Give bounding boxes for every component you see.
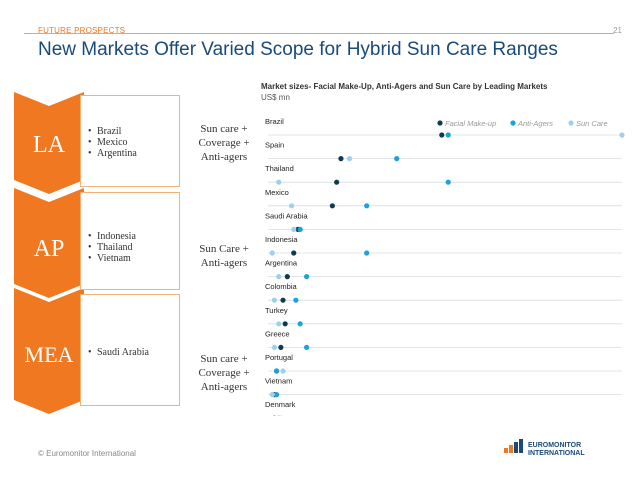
description-line: Anti-agers <box>200 257 248 269</box>
data-point <box>280 368 286 374</box>
data-point <box>334 179 340 185</box>
data-point <box>280 297 286 303</box>
data-point <box>329 203 335 209</box>
chart-title: Market sizes- Facial Make-Up, Anti-Agers… <box>261 82 548 91</box>
data-point <box>278 344 284 350</box>
data-point <box>269 392 275 398</box>
category-label: Denmark <box>265 400 296 409</box>
description-ap: Sun Care + Anti-agers <box>186 242 262 270</box>
legend-marker <box>568 120 574 126</box>
country-item: Thailand <box>88 242 179 253</box>
description-la: Sun care + Coverage + Anti-agers <box>186 122 262 164</box>
region-code-ap: AP <box>33 236 65 262</box>
category-label: Vietnam <box>265 377 292 386</box>
description-line: Anti-agers <box>200 151 248 163</box>
category-label: Indonesia <box>265 235 298 244</box>
euromonitor-logo-icon <box>504 439 523 453</box>
data-point <box>304 274 310 280</box>
data-point <box>276 179 282 185</box>
page-number: 21 <box>613 26 622 35</box>
legend-marker <box>510 120 516 126</box>
description-line: Sun Care + <box>199 243 249 255</box>
description-line: Coverage + <box>198 367 250 379</box>
description-line: Coverage + <box>198 137 250 149</box>
data-point <box>289 203 295 209</box>
chevron-shape <box>14 92 84 194</box>
category-label: Colombia <box>265 282 298 291</box>
chevron-shape <box>14 188 84 298</box>
region-code-mea: MEA <box>24 342 74 367</box>
countries-box-mea: Saudi Arabia <box>80 294 180 406</box>
region-code-la: LA <box>33 132 65 158</box>
data-point <box>439 132 445 138</box>
description-line: Sun care + <box>200 353 248 365</box>
data-point <box>394 156 400 162</box>
region-chevron-ap: AP <box>14 188 84 298</box>
data-point <box>297 321 303 327</box>
legend-label: Anti-Agers <box>517 119 553 128</box>
category-label: Greece <box>265 329 290 338</box>
category-label: Saudi Arabia <box>265 211 308 220</box>
category-label: Turkey <box>265 306 288 315</box>
data-point <box>273 392 280 398</box>
description-line: Anti-agers <box>200 381 248 393</box>
data-point <box>293 297 299 303</box>
header-rule <box>24 33 614 34</box>
chevron-shape <box>14 288 84 414</box>
category-label: Portugal <box>265 353 293 362</box>
category-label: Mexico <box>265 188 289 197</box>
country-item: Saudi Arabia <box>88 347 179 358</box>
logo-line: INTERNATIONAL <box>528 450 585 457</box>
category-label: Argentina <box>265 259 298 268</box>
logo-line: EUROMONITOR <box>528 442 582 449</box>
data-point <box>269 250 275 256</box>
data-point <box>445 179 451 185</box>
description-mea: Sun care + Coverage + Anti-agers <box>186 352 262 394</box>
dot-plot-chart: Facial Make-up Anti-Agers Sun Care Brazil Sp… <box>265 117 625 416</box>
data-point <box>304 344 310 350</box>
data-point <box>445 132 451 138</box>
data-point <box>346 156 353 162</box>
countries-box-ap: Indonesia Thailand Vietnam <box>80 192 180 290</box>
chart-unit: US$ mn <box>261 93 290 102</box>
region-chevron-mea: MEA <box>14 288 84 414</box>
legend-label: Facial Make-up <box>445 119 496 128</box>
country-item: Brazil <box>88 126 179 137</box>
data-point <box>291 226 297 232</box>
country-item: Argentina <box>88 148 179 159</box>
legend-marker <box>437 120 443 126</box>
data-point <box>273 368 280 374</box>
country-item: Mexico <box>88 137 179 148</box>
country-item: Vietnam <box>88 253 179 264</box>
data-point <box>282 321 288 327</box>
data-point <box>338 156 344 162</box>
legend-label: Sun Care <box>576 119 608 128</box>
data-point <box>364 203 370 209</box>
countries-box-la: Brazil Mexico Argentina <box>80 95 180 187</box>
region-chevron-la: LA <box>14 92 84 194</box>
logo-text: EUROMONITOR INTERNATIONAL <box>528 442 585 458</box>
data-point <box>271 297 278 303</box>
data-point <box>271 344 278 350</box>
data-point <box>276 321 282 327</box>
data-point <box>291 250 297 256</box>
category-label: Spain <box>265 141 284 150</box>
data-point <box>364 250 370 256</box>
description-line: Sun care + <box>200 123 248 135</box>
category-label: Brazil <box>265 117 284 126</box>
data-point <box>284 274 290 280</box>
data-point <box>276 274 282 280</box>
page-title: New Markets Offer Varied Scope for Hybri… <box>38 39 558 60</box>
data-point <box>297 226 303 232</box>
country-item: Indonesia <box>88 231 179 242</box>
footer-copyright: © Euromonitor International <box>38 449 136 458</box>
category-label: Thailand <box>265 164 294 173</box>
data-point <box>619 132 625 138</box>
section-label: FUTURE PROSPECTS <box>38 26 126 35</box>
